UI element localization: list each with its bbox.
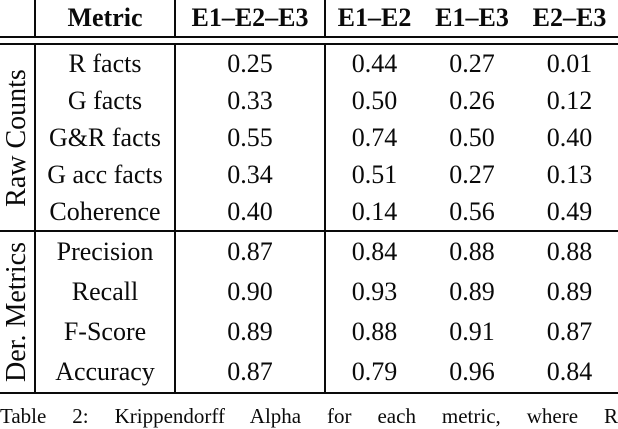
value-cell: 0.55	[175, 119, 326, 156]
table-caption: Table 2: Krippendorff Alpha for each met…	[0, 404, 618, 428]
table-row: Coherence 0.40 0.14 0.56 0.49	[0, 193, 618, 232]
table-row: F-Score 0.89 0.88 0.91 0.87	[0, 312, 618, 352]
value-cell: 0.87	[175, 231, 326, 272]
table-row: Accuracy 0.87 0.79 0.96 0.84	[0, 352, 618, 394]
table-header-row: Metric E1–E2–E3 E1–E2 E1–E3 E2–E3	[0, 0, 618, 37]
column-header-e2-e3: E2–E3	[532, 3, 607, 32]
value-cell: 0.88	[351, 317, 398, 346]
row-group-label-raw-counts: Raw Counts	[0, 44, 36, 232]
metric-cell: Recall	[35, 272, 176, 312]
value-cell: 0.27	[449, 159, 495, 189]
double-rule	[0, 36, 618, 45]
value-cell: 0.40	[546, 122, 593, 152]
value-cell: 0.33	[175, 82, 326, 119]
value-cell: 0.27	[449, 48, 495, 78]
corner-cell	[0, 0, 36, 37]
value-cell: 0.91	[449, 317, 495, 346]
value-cell: 0.96	[423, 352, 521, 394]
metric-cell: Coherence	[35, 193, 176, 232]
metric-cell: Accuracy	[35, 352, 176, 394]
metric-cell: Precision	[35, 231, 176, 272]
metric-cell: G&R facts	[35, 119, 176, 156]
row-group-label-text: Raw Counts	[1, 68, 32, 207]
metric-cell: R facts	[35, 44, 176, 82]
value-cell: 0.84	[521, 352, 618, 394]
value-cell: 0.40	[175, 193, 326, 232]
table-row: Recall 0.90 0.93 0.89 0.89	[0, 272, 618, 312]
table-row: Raw Counts R facts 0.25 0.44 0.27 0.01	[0, 44, 618, 232]
value-cell: 0.14	[325, 193, 423, 232]
metric-cell: G facts	[35, 82, 176, 119]
table-row: G acc facts 0.34 0.51 0.27 0.13	[0, 156, 618, 193]
value-cell: 0.74	[351, 122, 398, 152]
value-cell: 0.25	[175, 44, 326, 82]
column-header-e1-e2-e3: E1–E2–E3	[175, 0, 326, 37]
table-row: G&R facts 0.55 0.74 0.50 0.40	[0, 119, 618, 156]
value-cell: 0.88	[546, 237, 593, 266]
value-cell: 0.26	[449, 85, 495, 115]
value-cell: 0.56	[423, 193, 521, 232]
metric-cell: G acc facts	[35, 156, 176, 193]
value-cell: 0.93	[351, 277, 398, 306]
column-header-e1-e3: E1–E3	[435, 3, 509, 32]
row-group-label-der-metrics: Der. Metrics	[0, 231, 36, 394]
table-row: G facts 0.33 0.50 0.26 0.12	[0, 82, 618, 119]
value-cell: 0.89	[449, 277, 495, 306]
column-header-e1-e2: E1–E2	[337, 3, 412, 32]
value-cell: 0.87	[546, 317, 593, 346]
value-cell: 0.50	[449, 122, 495, 152]
value-cell: 0.34	[175, 156, 326, 193]
value-cell: 0.87	[175, 352, 326, 394]
value-cell: 0.89	[546, 277, 593, 306]
table-row: Der. Metrics Precision 0.87 0.84 0.88 0.…	[0, 231, 618, 394]
alpha-table: Metric E1–E2–E3 E1–E2 E1–E3 E2–E3 Raw Co…	[0, 0, 618, 394]
metric-cell: F-Score	[35, 312, 176, 352]
value-cell: 0.44	[351, 48, 398, 78]
value-cell: 0.84	[351, 237, 398, 266]
value-cell: 0.13	[546, 159, 593, 189]
value-cell: 0.79	[325, 352, 423, 394]
value-cell: 0.49	[521, 193, 618, 232]
value-cell: 0.89	[175, 312, 326, 352]
value-cell: 0.12	[546, 85, 593, 115]
value-cell: 0.88	[449, 237, 495, 266]
value-cell: 0.90	[175, 272, 326, 312]
value-cell: 0.50	[351, 85, 398, 115]
column-header-metric: Metric	[35, 0, 176, 37]
value-cell: 0.01	[546, 48, 593, 78]
value-cell: 0.51	[351, 159, 398, 189]
row-group-label-text: Der. Metrics	[1, 242, 32, 382]
